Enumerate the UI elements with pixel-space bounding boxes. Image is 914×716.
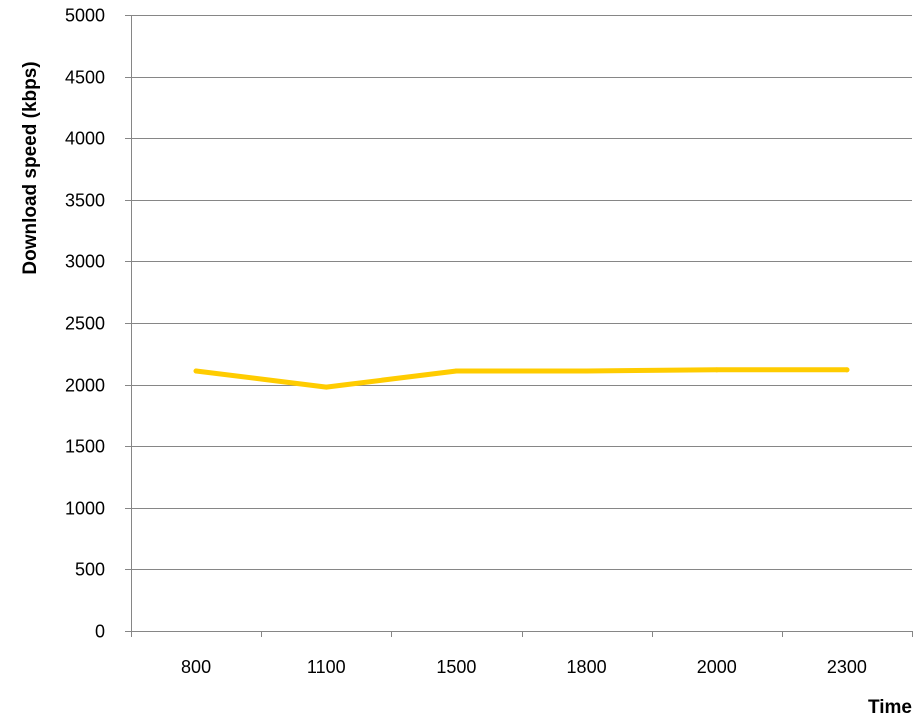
- x-tick-label: 1500: [436, 657, 476, 677]
- y-tick-label: 1500: [65, 437, 105, 457]
- x-tick-labels: 800 1100 1500 1800 2000 2300: [181, 657, 867, 677]
- gridlines: [131, 15, 912, 570]
- data-point: [323, 384, 329, 390]
- y-tick-labels: 0 500 1000 1500 2000 2500 3000 3500 4000 4500 5000: [65, 6, 105, 642]
- series-line: [193, 367, 850, 390]
- y-tick-label: 2500: [65, 314, 105, 334]
- x-tick-label: 1800: [567, 657, 607, 677]
- y-tick-label: 0: [95, 622, 105, 642]
- x-axis-title: Time: [868, 697, 912, 716]
- data-point: [453, 368, 459, 374]
- y-tick-label: 4500: [65, 68, 105, 88]
- y-tick-label: 3500: [65, 191, 105, 211]
- y-tick-label: 4000: [65, 129, 105, 149]
- data-point: [193, 368, 199, 374]
- series: [193, 367, 850, 390]
- axes: [125, 15, 913, 637]
- y-tick-label: 1000: [65, 499, 105, 519]
- x-tick-label: 1100: [307, 657, 346, 677]
- y-tick-label: 500: [75, 560, 105, 580]
- y-tick-label: 2000: [65, 376, 105, 396]
- data-point: [714, 367, 720, 373]
- y-axis-title: Download speed (kbps): [20, 61, 41, 274]
- x-tick-label: 800: [181, 657, 211, 677]
- y-tick-label: 5000: [65, 6, 105, 26]
- x-tick-label: 2000: [697, 657, 737, 677]
- x-tick-label: 2300: [827, 657, 867, 677]
- data-point: [844, 367, 850, 373]
- y-tick-label: 3000: [65, 252, 105, 272]
- data-point: [584, 368, 590, 374]
